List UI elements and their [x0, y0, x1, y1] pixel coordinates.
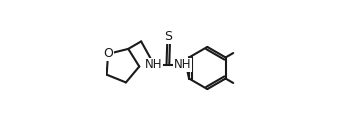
- Text: S: S: [165, 30, 173, 44]
- Text: NH: NH: [145, 58, 163, 71]
- Text: O: O: [103, 47, 113, 60]
- Text: NH: NH: [173, 58, 191, 71]
